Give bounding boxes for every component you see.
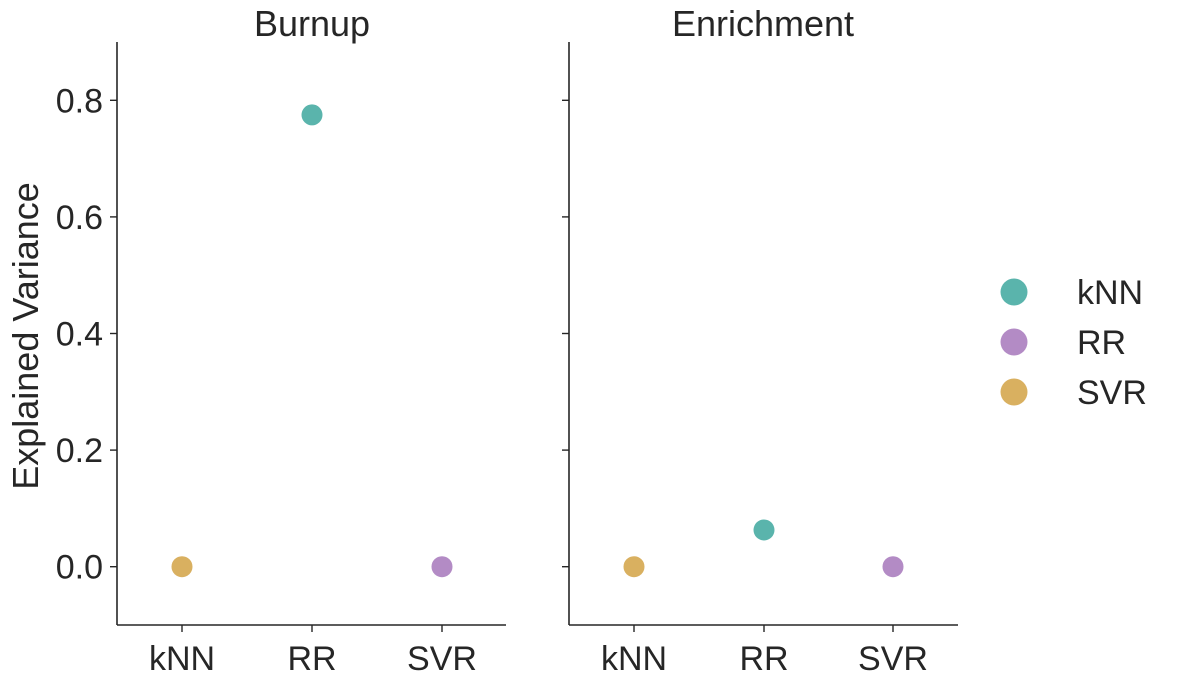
data-point	[431, 556, 453, 578]
x-tick-label: RR	[287, 640, 336, 678]
data-point	[623, 556, 645, 578]
legend-marker	[1000, 378, 1028, 406]
legend-marker	[1000, 278, 1028, 306]
legend-label: SVR	[1077, 374, 1147, 412]
y-tick-label: 0.8	[56, 82, 103, 120]
legend-label: kNN	[1077, 274, 1143, 312]
legend-label: RR	[1077, 324, 1126, 362]
data-point	[171, 556, 193, 578]
legend-marker	[1000, 328, 1028, 356]
data-point	[753, 519, 775, 541]
y-tick-label: 0.0	[56, 549, 103, 587]
x-tick-label: SVR	[858, 640, 928, 678]
data-point	[882, 556, 904, 578]
y-tick-label: 0.2	[56, 432, 103, 470]
panel-burnup: Burnup 0.0 0.2 0.4 0.6 0.8 kNN RR SVR	[56, 3, 506, 678]
panel-enrichment: Enrichment kNN RR SVR	[562, 3, 958, 678]
y-tick-label: 0.4	[56, 316, 103, 354]
x-tick-label: kNN	[149, 640, 215, 678]
y-axis-label: Explained Variance	[5, 182, 46, 490]
y-tick-label: 0.6	[56, 199, 103, 237]
x-tick-label: SVR	[407, 640, 477, 678]
legend: kNN RR SVR	[1000, 274, 1147, 412]
panel-title: Enrichment	[672, 3, 854, 44]
x-tick-label: RR	[739, 640, 788, 678]
data-point	[301, 104, 323, 126]
panel-title: Burnup	[254, 3, 370, 44]
x-tick-label: kNN	[601, 640, 667, 678]
